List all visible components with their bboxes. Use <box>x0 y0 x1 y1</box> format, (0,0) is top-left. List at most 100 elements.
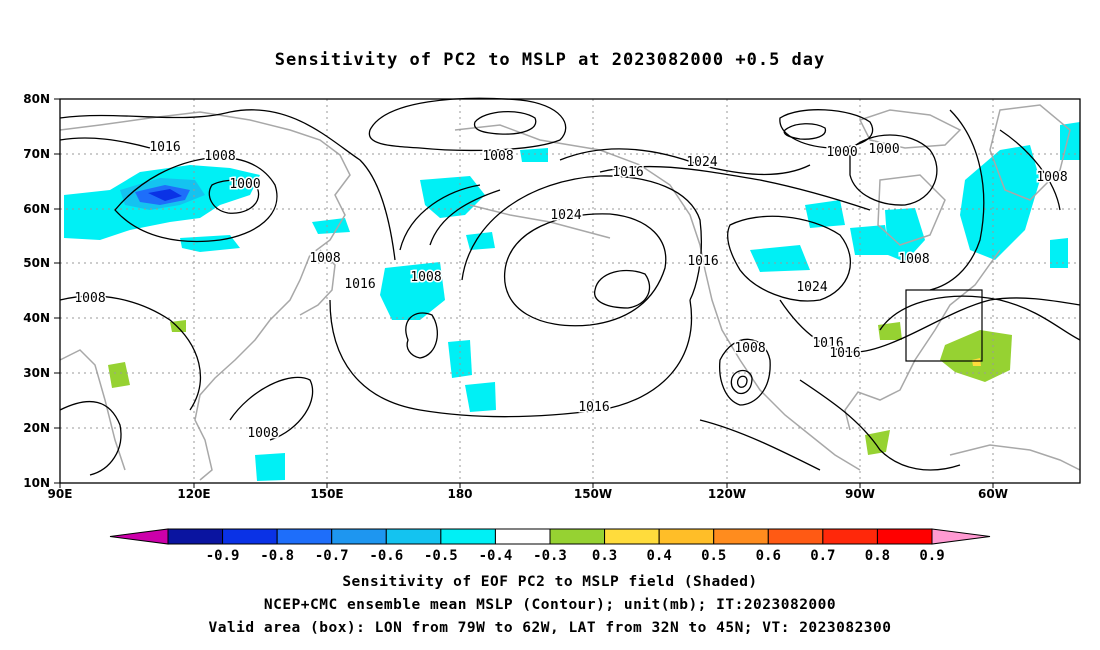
lon-label: 150E <box>310 487 343 501</box>
contour-label: 1016 <box>578 400 609 415</box>
shade-negative-patch <box>380 262 445 320</box>
contour-line <box>727 215 851 302</box>
colorbar-label: -0.7 <box>315 548 349 564</box>
grid-lines <box>60 99 1080 483</box>
lon-label: 120E <box>177 487 210 501</box>
coastline-arctic-islands <box>858 109 962 149</box>
contour-label: 1008 <box>74 291 105 306</box>
colorbar-label: 0.8 <box>865 548 890 564</box>
contour-line <box>368 97 567 152</box>
shade-negative-patch <box>1050 238 1068 268</box>
contour-label: 1008 <box>410 270 441 285</box>
colorbar-swatch <box>767 528 824 545</box>
colorbar-swatch <box>331 528 387 545</box>
lon-label: 90W <box>845 487 875 501</box>
contour-line <box>59 137 151 149</box>
coastline-japan <box>299 249 336 316</box>
contour-line <box>399 184 481 251</box>
shade-positive-patch <box>940 330 1012 382</box>
colorbar-swatch <box>222 528 278 545</box>
colorbar-label: -0.4 <box>479 548 513 564</box>
contour-line <box>504 213 667 327</box>
lat-label: 30N <box>23 366 50 380</box>
contour-label: 1008 <box>309 251 340 266</box>
contour-labels: 1016 1008 1000 1008 1008 1016 1008 1008 1008 1016… <box>73 139 1069 443</box>
contour-line <box>59 109 396 261</box>
map-frame <box>59 98 1081 484</box>
contour-line <box>736 375 748 388</box>
colorbar-label: 0.7 <box>810 548 835 564</box>
contour-line <box>783 123 827 140</box>
lat-label: 10N <box>23 476 50 490</box>
contour-line <box>719 338 771 406</box>
contour-label: 1016 <box>812 336 843 351</box>
contour-line <box>559 148 811 176</box>
contour-line <box>929 109 985 291</box>
contour-line <box>730 369 753 395</box>
contour-label: 1016 <box>149 140 180 155</box>
shade-negative-patch <box>805 200 845 228</box>
colorbar-label: -0.8 <box>260 548 294 564</box>
coastline-north-america-east <box>844 249 1001 431</box>
contour-line <box>779 297 1081 353</box>
caption-shading: Sensitivity of EOF PC2 to MSLP field (Sh… <box>342 574 758 590</box>
contour-line <box>594 269 651 309</box>
lon-label: 90E <box>48 487 73 501</box>
contour-label: 1024 <box>686 155 717 170</box>
colorbar-max-arrow <box>931 528 991 545</box>
colorbar: -0.9 -0.8 -0.7 -0.6 -0.5 -0.4 -0.3 0.3 0.4 0.5 0.6… <box>109 528 991 564</box>
shade-negative-patch <box>520 148 548 162</box>
contour-label: 1008 <box>482 149 513 164</box>
contour-label: 1024 <box>796 280 827 295</box>
colorbar-label: 0.6 <box>756 548 781 564</box>
contour-label: 1016 <box>344 277 375 292</box>
coastline-north-america-west <box>704 269 861 471</box>
colorbar-swatch <box>440 528 496 545</box>
shade-negative-patch <box>885 208 925 262</box>
colorbar-swatch <box>822 528 878 545</box>
contour-label: 1008 <box>247 426 278 441</box>
colorbar-label: 0.9 <box>919 548 944 564</box>
contour-label: 1000 <box>826 145 857 160</box>
contour-label: 1008 <box>204 149 235 164</box>
shade-negative-patch <box>960 145 1040 260</box>
colorbar-label: 0.5 <box>701 548 726 564</box>
contour-label: 1016 <box>687 254 718 269</box>
colorbar-swatch <box>385 528 442 545</box>
coastline-alaska <box>454 124 706 271</box>
contour-line <box>429 189 501 246</box>
colorbar-label: -0.5 <box>424 548 458 564</box>
shade-positive-patch <box>878 322 902 340</box>
contour-line <box>999 129 1061 211</box>
lon-label: 180 <box>447 487 472 501</box>
shade-negative-patch <box>465 382 496 412</box>
lat-label: 20N <box>23 421 50 435</box>
coastline-asia <box>59 111 351 481</box>
contour-line <box>329 299 693 418</box>
colorbar-swatch <box>549 528 606 545</box>
coastline-hudson <box>877 174 946 246</box>
shade-positive-patch <box>865 430 890 455</box>
map-title: Sensitivity of PC2 to MSLP at 2023082000… <box>274 50 826 70</box>
colorbar-label: -0.9 <box>206 548 240 564</box>
colorbar-swatch <box>494 528 551 545</box>
contour-line <box>461 175 703 301</box>
colorbar-swatch <box>167 528 224 545</box>
contour-line <box>849 134 938 206</box>
coastline-south-america <box>949 444 1081 471</box>
colorbar-label: 0.4 <box>646 548 671 564</box>
colorbar-label: 0.3 <box>592 548 617 564</box>
valid-area-box <box>905 289 983 362</box>
colorbar-min-arrow <box>109 528 169 545</box>
contour-line <box>59 295 202 411</box>
colorbar-swatch <box>604 528 660 545</box>
colorbar-swatch <box>876 528 933 545</box>
contour-label: 1000 <box>229 177 260 192</box>
coastlines <box>59 104 1081 481</box>
shade-negative-core <box>148 189 182 201</box>
contour-line <box>599 165 871 211</box>
lon-label: 60W <box>978 487 1008 501</box>
coastline-greenland <box>989 104 1071 201</box>
colorbar-swatch <box>276 528 333 545</box>
